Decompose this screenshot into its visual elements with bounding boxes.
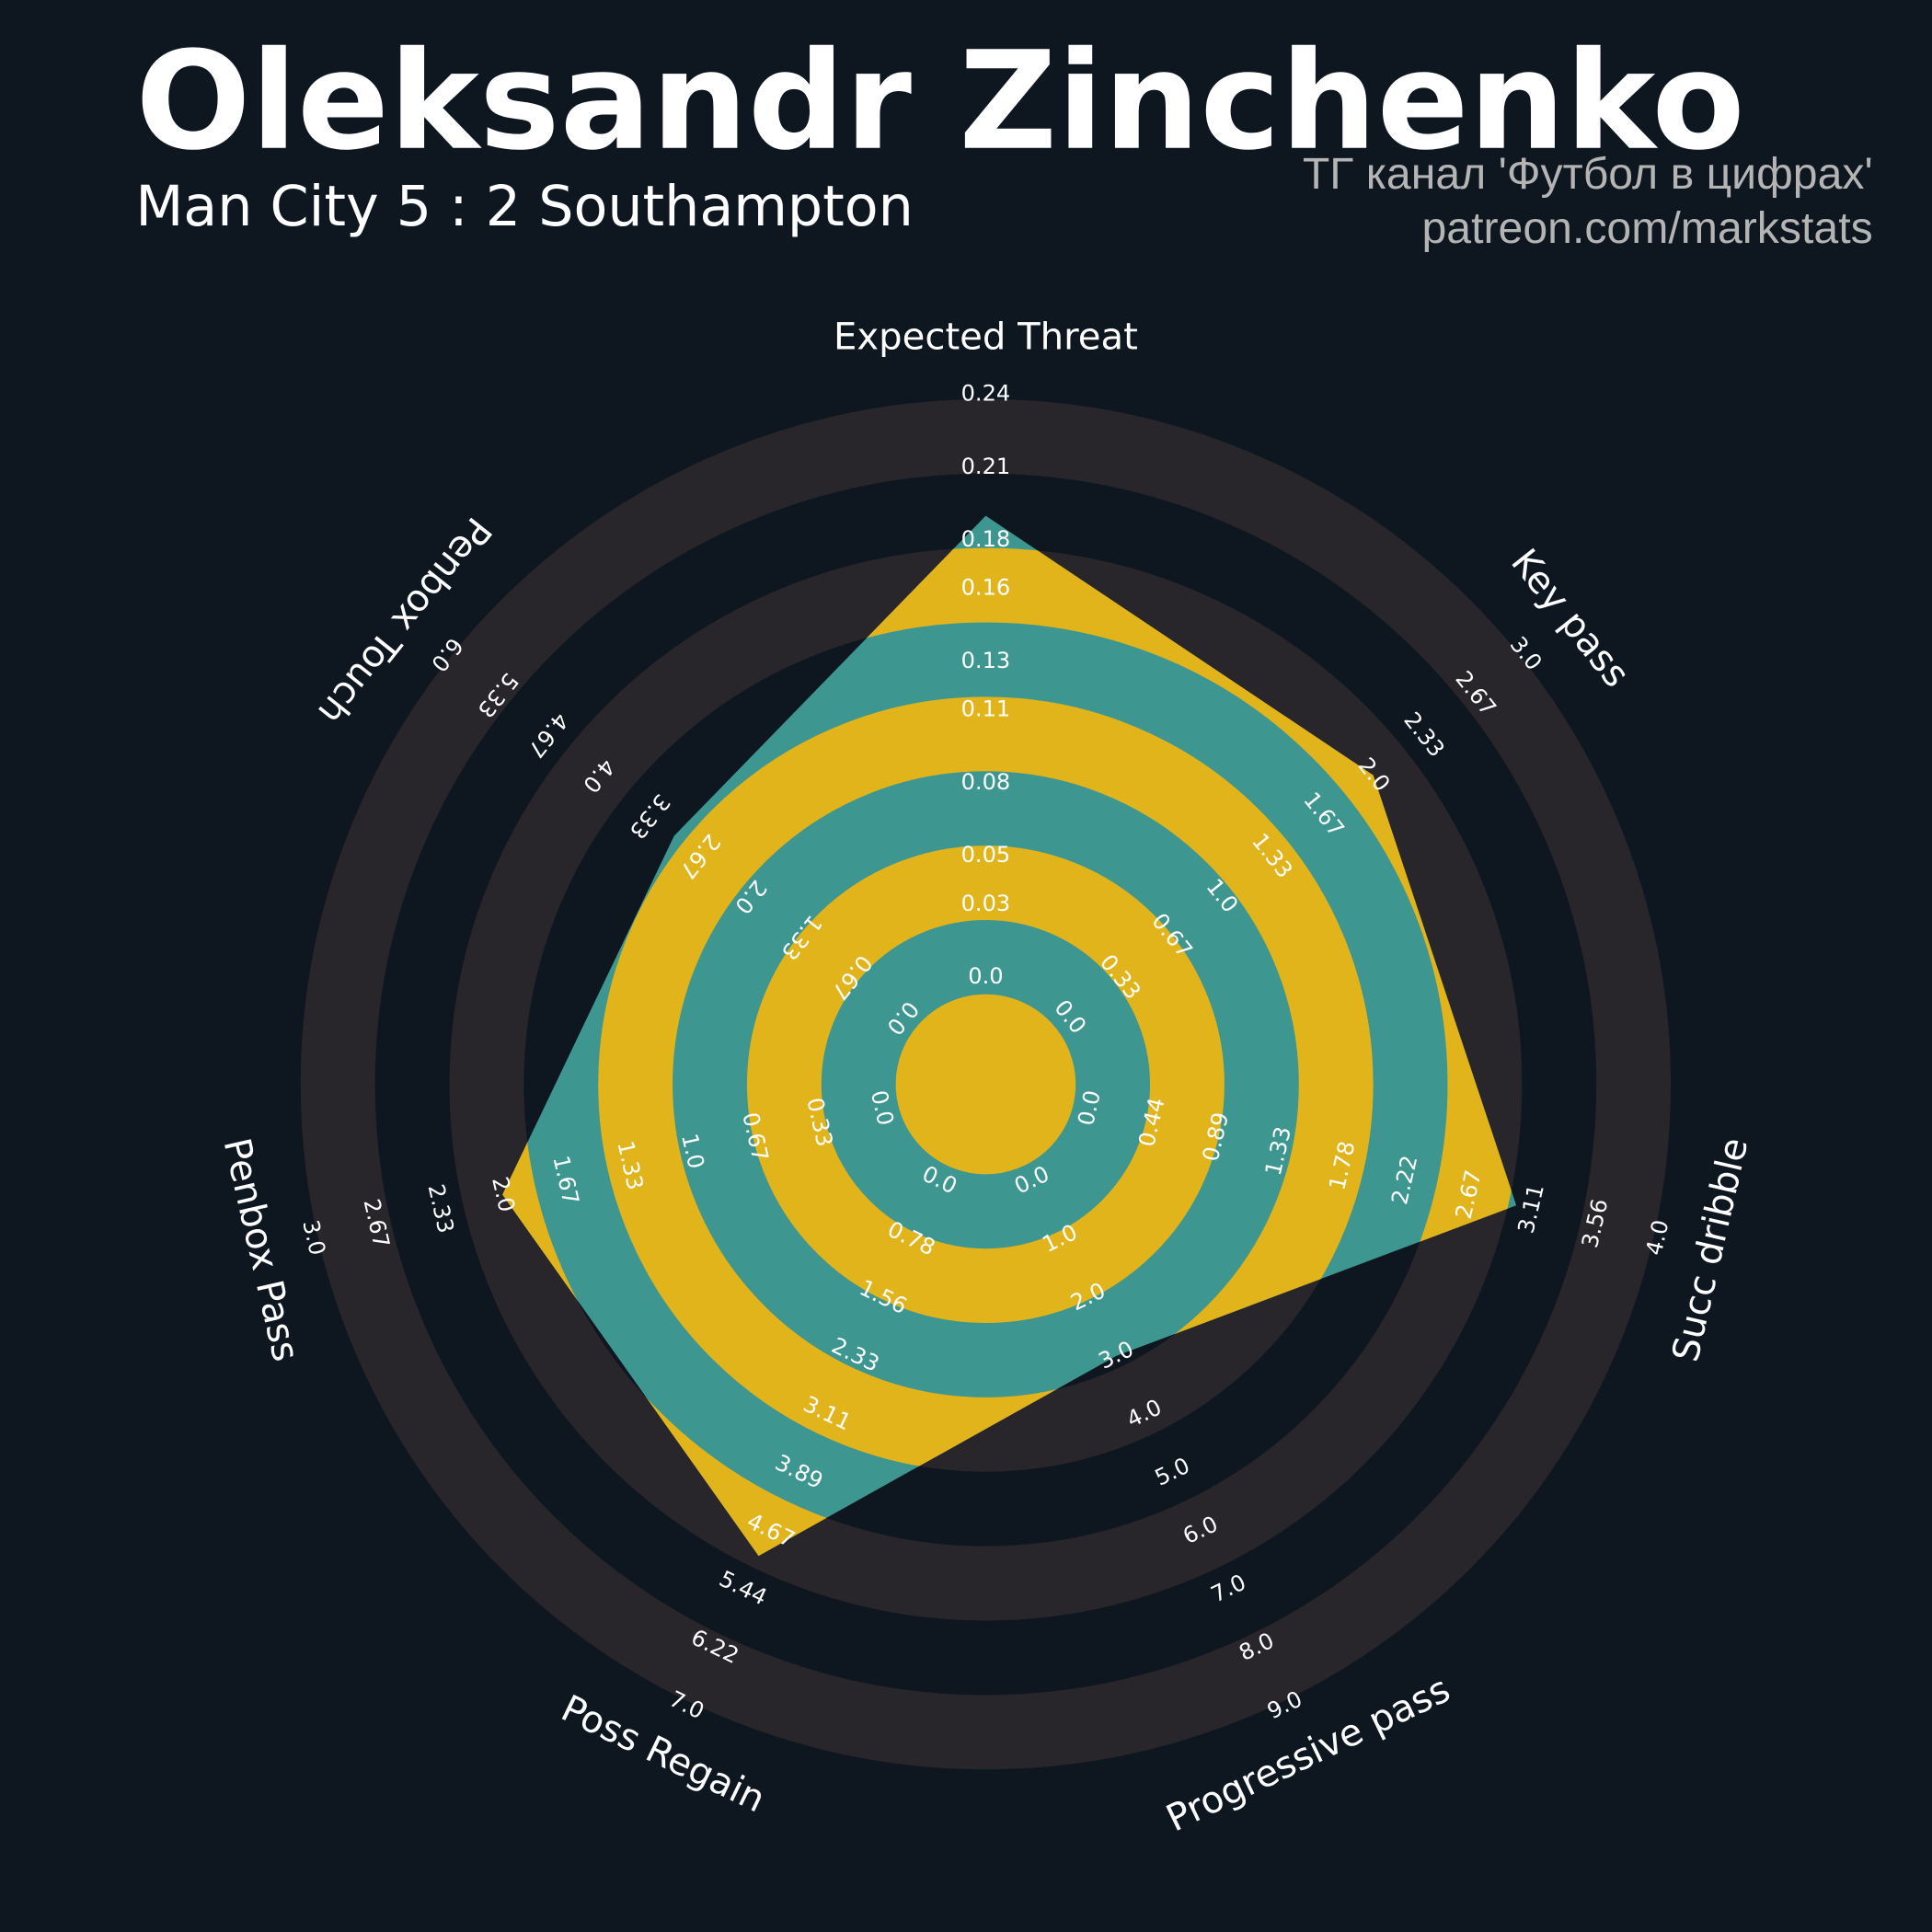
chart-title: Oleksandr Zinchenko bbox=[135, 22, 1744, 180]
tick-label: 0.11 bbox=[961, 696, 1011, 722]
tick-label: 0.24 bbox=[961, 381, 1011, 407]
tick-label: 0.0 bbox=[968, 963, 1003, 989]
ring bbox=[895, 994, 1076, 1175]
ring bbox=[746, 845, 1225, 1324]
tick-label: 0.16 bbox=[961, 575, 1011, 601]
tick-label: 0.05 bbox=[961, 842, 1011, 868]
radar-area bbox=[502, 515, 1517, 1557]
annotation: patreon.com/markstats bbox=[1421, 203, 1872, 253]
tick-label: 0.08 bbox=[961, 769, 1011, 795]
tick-label: 0.21 bbox=[961, 454, 1011, 479]
tick-label: 0.13 bbox=[961, 648, 1011, 673]
ring bbox=[300, 398, 1672, 1770]
tick-label: 0.18 bbox=[961, 526, 1011, 552]
chart-subtitle: Man City 5 : 2 Southampton bbox=[135, 175, 914, 239]
param-label: Expected Threat bbox=[834, 316, 1138, 358]
tick-label: 0.03 bbox=[961, 891, 1011, 916]
annotation: ТГ канал 'Футбол в цифрах' bbox=[1303, 149, 1873, 199]
